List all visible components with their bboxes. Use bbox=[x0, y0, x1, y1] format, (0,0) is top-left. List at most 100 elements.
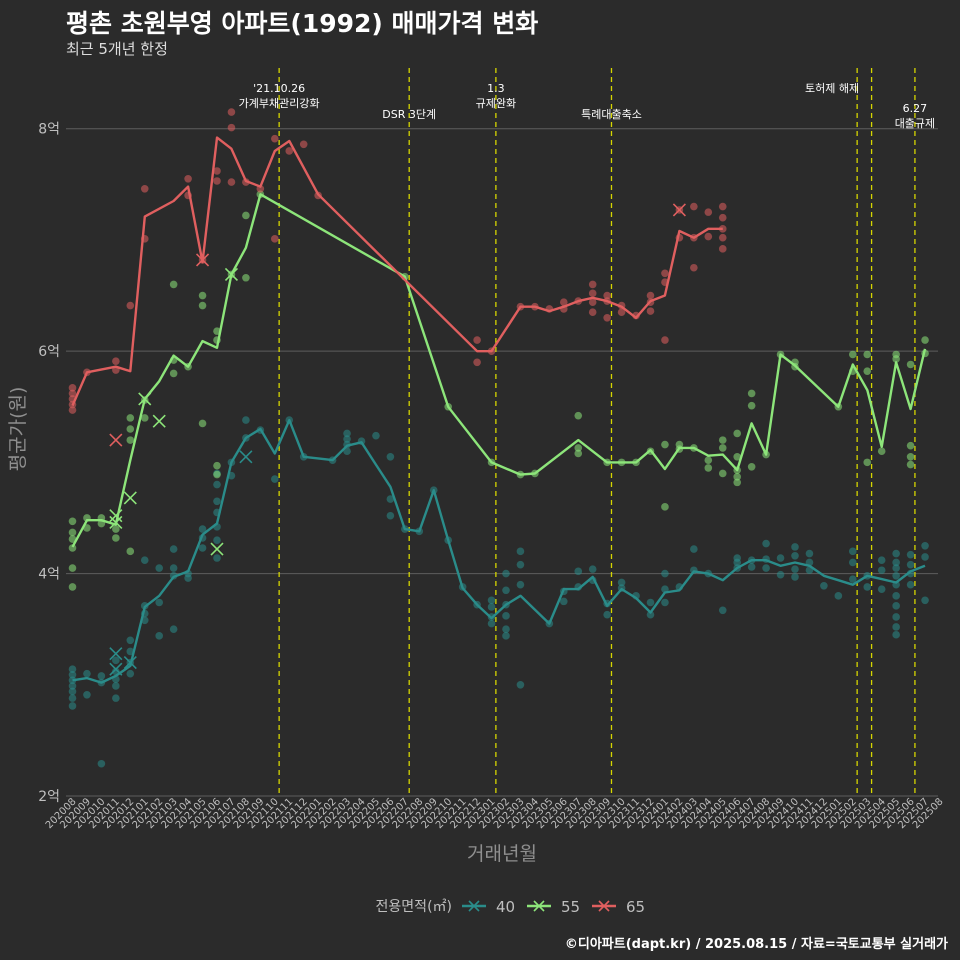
data-point-55 bbox=[863, 350, 872, 359]
data-point-40 bbox=[213, 554, 221, 562]
data-point-55 bbox=[704, 456, 713, 464]
data-point-65 bbox=[718, 245, 727, 253]
series-40 bbox=[68, 416, 929, 768]
data-point-55 bbox=[213, 470, 221, 479]
data-point-55 bbox=[112, 525, 120, 533]
data-point-65 bbox=[227, 178, 236, 186]
data-point-55 bbox=[574, 444, 583, 452]
x-mark-65 bbox=[672, 203, 686, 217]
data-point-40 bbox=[516, 547, 525, 556]
data-point-65 bbox=[646, 291, 655, 300]
data-point-65 bbox=[560, 298, 568, 307]
data-point-55 bbox=[661, 503, 669, 511]
data-point-40 bbox=[820, 582, 828, 590]
data-point-55 bbox=[906, 441, 915, 450]
data-point-40 bbox=[271, 475, 279, 483]
data-point-40 bbox=[83, 690, 91, 699]
data-point-55 bbox=[863, 458, 872, 467]
data-point-65 bbox=[68, 389, 77, 398]
data-point-40 bbox=[83, 669, 91, 678]
data-point-40 bbox=[834, 592, 843, 600]
data-point-55 bbox=[126, 547, 135, 556]
data-point-65 bbox=[271, 235, 279, 243]
data-point-40 bbox=[588, 565, 597, 573]
data-point-40 bbox=[372, 431, 380, 440]
data-point-40 bbox=[386, 453, 395, 461]
data-point-40 bbox=[892, 558, 900, 567]
data-point-40 bbox=[487, 596, 496, 605]
data-point-40 bbox=[502, 586, 510, 595]
data-point-65 bbox=[718, 233, 727, 242]
data-point-40 bbox=[877, 566, 886, 575]
chart-subtitle: 최근 5개년 한정 bbox=[66, 40, 168, 58]
y-tick-label: 4억 bbox=[38, 567, 60, 583]
data-point-40 bbox=[877, 556, 886, 565]
data-point-40 bbox=[502, 632, 510, 640]
data-point-40 bbox=[68, 670, 77, 679]
legend-label-40: 40 bbox=[496, 898, 515, 916]
data-point-65 bbox=[473, 358, 481, 367]
data-point-40 bbox=[242, 416, 250, 424]
data-point-40 bbox=[892, 592, 900, 600]
data-point-65 bbox=[68, 406, 77, 414]
data-point-40 bbox=[690, 545, 698, 553]
data-point-65 bbox=[588, 308, 597, 317]
data-point-40 bbox=[198, 525, 207, 533]
data-point-40 bbox=[661, 569, 669, 578]
data-point-65 bbox=[285, 147, 294, 155]
event-label: DSR 3단계 bbox=[382, 108, 436, 121]
data-point-55 bbox=[68, 583, 77, 591]
data-point-55 bbox=[718, 469, 727, 478]
data-point-55 bbox=[747, 389, 756, 398]
data-point-40 bbox=[921, 541, 929, 550]
data-point-55 bbox=[126, 425, 135, 433]
data-point-65 bbox=[299, 140, 308, 149]
data-point-40 bbox=[213, 497, 221, 506]
data-point-55 bbox=[68, 564, 77, 572]
data-point-40 bbox=[603, 610, 611, 619]
data-point-65 bbox=[718, 213, 727, 222]
data-point-55 bbox=[126, 436, 135, 444]
data-point-40 bbox=[877, 585, 886, 593]
data-point-40 bbox=[617, 578, 626, 587]
data-point-55 bbox=[906, 360, 915, 369]
data-point-55 bbox=[574, 411, 583, 420]
data-point-40 bbox=[892, 572, 900, 580]
data-point-55 bbox=[906, 460, 915, 469]
data-point-65 bbox=[588, 280, 597, 289]
data-point-40 bbox=[184, 574, 192, 582]
data-point-55 bbox=[68, 517, 77, 526]
data-point-40 bbox=[661, 598, 669, 607]
series-55 bbox=[68, 190, 929, 591]
footer-credit: ©디아파트(dapt.kr) / 2025.08.15 / 자료=국토교통부 실… bbox=[564, 937, 948, 952]
series-65 bbox=[68, 108, 727, 447]
data-point-65 bbox=[690, 202, 698, 211]
series-line-55 bbox=[71, 193, 927, 548]
data-point-40 bbox=[892, 602, 900, 610]
data-point-55 bbox=[892, 355, 900, 363]
data-point-40 bbox=[502, 625, 510, 633]
data-point-65 bbox=[112, 357, 120, 365]
data-point-40 bbox=[849, 558, 857, 567]
data-point-40 bbox=[921, 596, 929, 605]
data-point-40 bbox=[892, 623, 900, 631]
data-point-55 bbox=[747, 401, 756, 410]
data-point-40 bbox=[892, 549, 900, 558]
data-point-40 bbox=[68, 665, 77, 674]
x-mark-40 bbox=[239, 450, 253, 464]
y-tick-label: 8억 bbox=[38, 122, 60, 138]
data-point-65 bbox=[603, 313, 611, 322]
data-point-40 bbox=[791, 565, 799, 573]
data-point-40 bbox=[213, 536, 221, 545]
data-point-40 bbox=[126, 636, 135, 645]
chart-title: 평촌 초원부영 아파트(1992) 매매가격 변화 bbox=[66, 9, 539, 38]
data-point-65 bbox=[68, 384, 77, 392]
x-mark-55 bbox=[109, 515, 123, 529]
data-point-40 bbox=[906, 560, 915, 569]
data-point-65 bbox=[690, 263, 698, 272]
data-point-40 bbox=[646, 610, 655, 619]
data-point-55 bbox=[849, 350, 857, 359]
data-point-55 bbox=[863, 367, 872, 375]
